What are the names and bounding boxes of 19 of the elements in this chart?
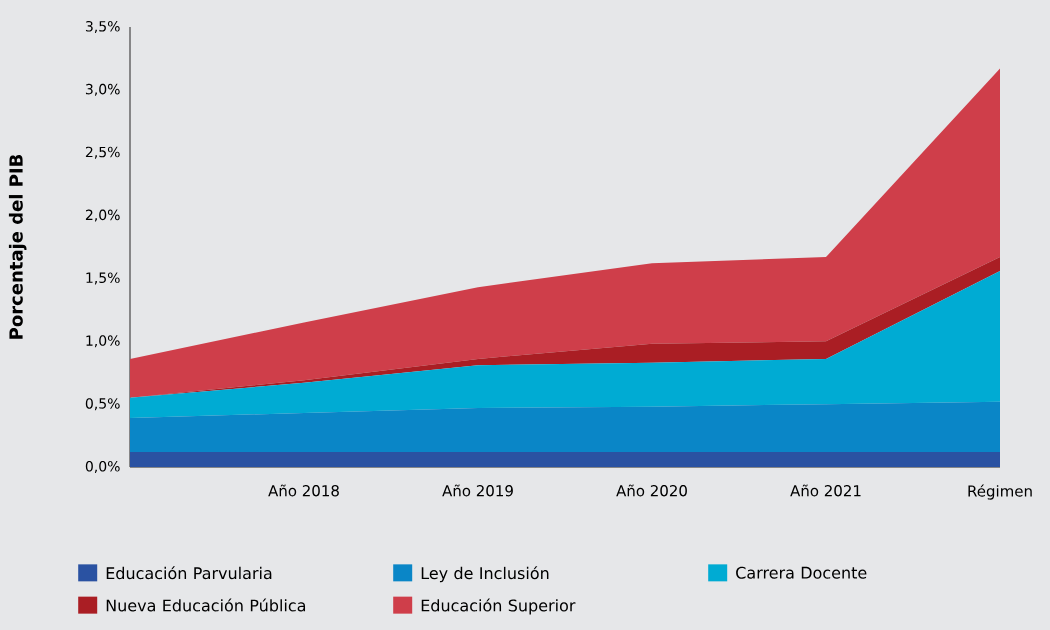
y-tick-label: 3,0% bbox=[85, 83, 120, 96]
y-axis-title: Porcentaje del PIB bbox=[8, 154, 27, 339]
legend-label: Educación Parvularia bbox=[106, 566, 272, 580]
legend-label: Educación Superior bbox=[421, 598, 576, 615]
x-tick-label: Año 2019 bbox=[442, 484, 513, 497]
x-tick-label: Año 2020 bbox=[616, 484, 687, 497]
y-tick-label: 3,5% bbox=[85, 20, 120, 34]
y-tick-label: 2,5% bbox=[85, 146, 120, 159]
legend-label: Nueva Educación Pública bbox=[106, 598, 306, 612]
y-tick-label: 1,0% bbox=[86, 335, 120, 348]
y-tick-label: 0,0% bbox=[85, 460, 120, 474]
x-tick-label: Régimen bbox=[968, 484, 1032, 500]
x-tick-label: Año 2021 bbox=[790, 484, 861, 497]
x-tick-label: Año 2018 bbox=[268, 484, 339, 497]
y-tick-label: 2,0% bbox=[85, 209, 120, 222]
legend-label: Carrera Docente bbox=[736, 566, 867, 579]
y-tick-label: 1,5% bbox=[86, 272, 120, 285]
legend-label: Ley de Inclusión bbox=[421, 566, 549, 583]
y-tick-label: 0,5% bbox=[85, 398, 120, 411]
